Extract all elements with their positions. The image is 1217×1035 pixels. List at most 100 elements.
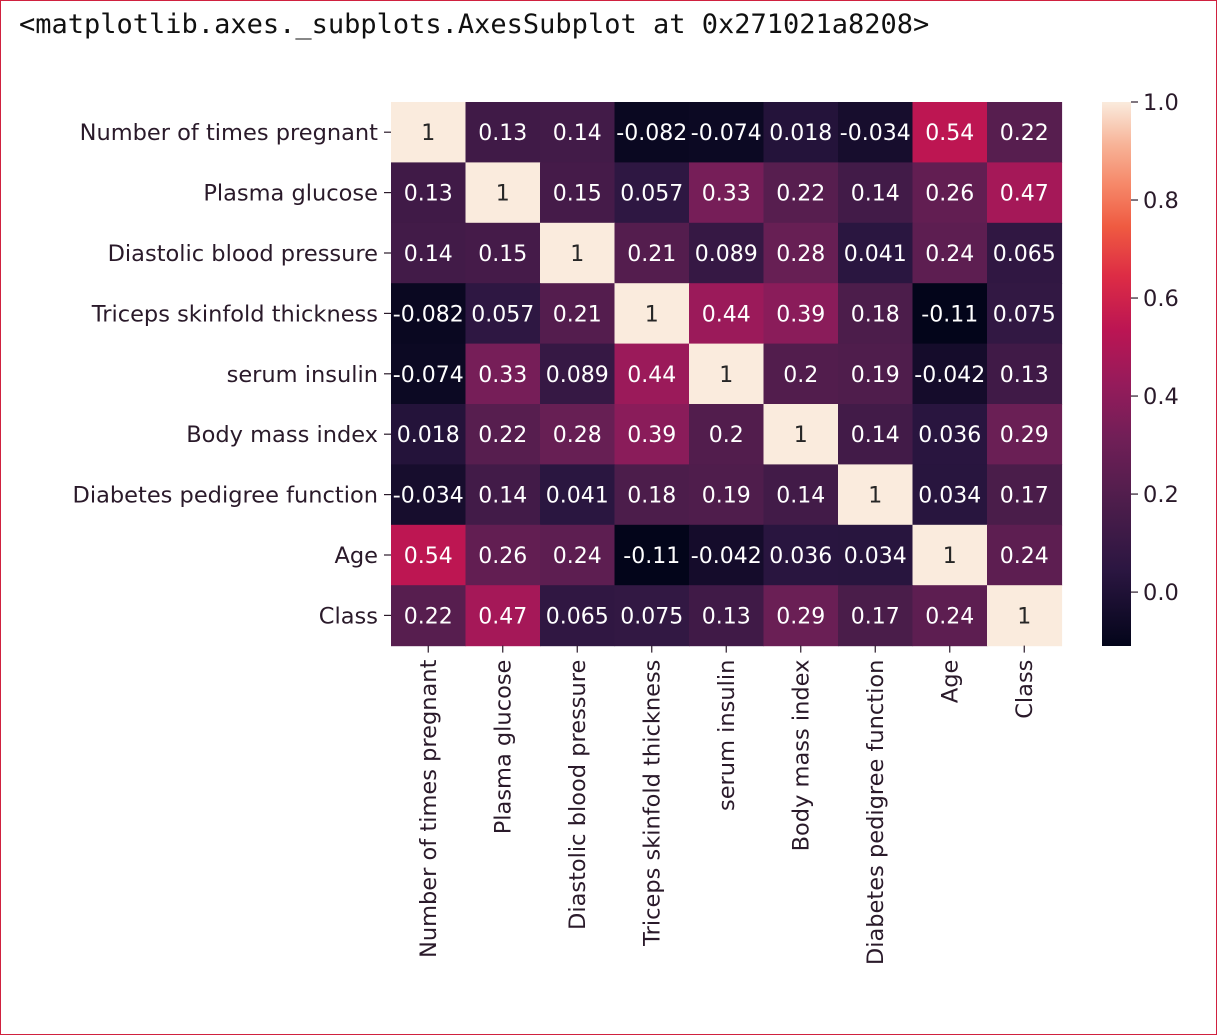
output-repr-text: <matplotlib.axes._subplots.AxesSubplot a… [19, 9, 930, 40]
cell-annotation: 0.13 [404, 182, 453, 207]
heatmap-cell [838, 162, 914, 224]
y-tick-label: Diastolic blood pressure [108, 241, 378, 267]
heatmap-cell [540, 524, 616, 586]
heatmap-cell [689, 283, 765, 345]
heatmap-cell [614, 283, 690, 345]
heatmap-cell [689, 222, 765, 284]
heatmap-cell [465, 102, 541, 163]
heatmap-cell [391, 585, 467, 647]
heatmap-cell [689, 162, 765, 224]
heatmap-cell [391, 283, 467, 345]
cell-annotation: 0.28 [553, 423, 602, 448]
heatmap-cell [391, 222, 467, 284]
cell-annotation: 0.24 [925, 604, 974, 629]
cell-annotation: 0.036 [769, 544, 832, 569]
heatmap-cell [838, 102, 914, 163]
cell-annotation: 0.28 [776, 242, 825, 267]
cell-annotation: 0.2 [783, 363, 818, 388]
heatmap-cell [391, 524, 467, 586]
heatmap-cell [987, 162, 1063, 224]
cell-annotation: 0.14 [851, 182, 900, 207]
colorbar-tick-label: 0.8 [1143, 188, 1179, 214]
heatmap-cell [391, 102, 467, 163]
heatmap-cell [912, 343, 988, 405]
heatmap-cell [987, 222, 1063, 284]
cell-annotation: 0.057 [620, 182, 683, 207]
heatmap-cell [540, 343, 616, 405]
cell-annotation: 0.33 [702, 182, 751, 207]
cell-annotation: 0.22 [478, 423, 527, 448]
cell-annotation: 0.14 [851, 423, 900, 448]
cell-annotation: -0.074 [393, 363, 464, 388]
heatmap-cell [763, 102, 839, 163]
heatmap-cell [763, 404, 839, 465]
cell-annotation: 0.13 [478, 121, 527, 146]
heatmap-cell [987, 102, 1063, 163]
heatmap-cell [987, 585, 1063, 647]
x-tick-label: Plasma glucose [491, 660, 517, 835]
heatmap-cell [987, 524, 1063, 586]
cell-annotation: 0.29 [1000, 423, 1049, 448]
cell-annotation: 0.041 [546, 484, 609, 509]
heatmap-cell [391, 404, 467, 465]
y-tick-label: Age [334, 543, 378, 569]
cell-annotation: 0.22 [1000, 121, 1049, 146]
cell-annotation: 0.22 [404, 604, 453, 629]
x-tick-label: Diastolic blood pressure [565, 660, 591, 930]
heatmap-cell [465, 222, 541, 284]
cell-annotation: -0.034 [840, 121, 911, 146]
x-tick-label: Number of times pregnant [416, 659, 442, 958]
heatmap-cell [465, 283, 541, 345]
cell-annotation: 0.13 [702, 604, 751, 629]
heatmap-cell [465, 524, 541, 586]
heatmap-cell [614, 585, 690, 647]
cell-annotation: 0.075 [620, 604, 683, 629]
heatmap-cell [912, 222, 988, 284]
heatmap-cell [689, 464, 765, 526]
cell-annotation: 0.15 [478, 242, 527, 267]
cell-annotation: 0.21 [553, 302, 602, 327]
heatmap-cell [912, 283, 988, 345]
heatmap-cell [838, 404, 914, 465]
y-tick-label: Triceps skinfold thickness [91, 301, 378, 327]
cell-annotation: 1 [645, 302, 659, 327]
cell-annotation: -0.11 [623, 544, 680, 569]
cell-annotation: 0.065 [993, 242, 1056, 267]
cell-annotation: 0.13 [1000, 363, 1049, 388]
cell-annotation: 0.39 [776, 302, 825, 327]
y-tick-label: Body mass index [186, 422, 378, 448]
colorbar: 1.0 0.8 0.6 0.4 0.2 0.0 [1102, 90, 1179, 646]
heatmap-cell [465, 162, 541, 224]
heatmap-cell [912, 585, 988, 647]
heatmap-cell [391, 343, 467, 405]
heatmap-cell [987, 404, 1063, 465]
heatmap-cell [465, 404, 541, 465]
heatmap-cell [912, 404, 988, 465]
y-tick-label: Diabetes pedigree function [73, 483, 378, 509]
cell-annotation: -0.11 [921, 302, 978, 327]
heatmap-cell [391, 162, 467, 224]
heatmap-cell [763, 464, 839, 526]
heatmap-cell [540, 585, 616, 647]
heatmap-cell [689, 102, 765, 163]
cell-annotation: 1 [719, 363, 733, 388]
cell-annotation: 0.47 [1000, 182, 1049, 207]
cell-annotation: 0.14 [776, 484, 825, 509]
x-tick-label: Diabetes pedigree function [863, 660, 889, 965]
heatmap-cell [763, 585, 839, 647]
heatmap-cell [465, 464, 541, 526]
cell-annotation: 0.2 [709, 423, 744, 448]
cell-annotation: 1 [1017, 604, 1031, 629]
x-tick-label: Class [1012, 660, 1038, 719]
heatmap-cell [465, 585, 541, 647]
x-tick-label: serum insulin [714, 660, 740, 811]
cell-annotation: 1 [570, 242, 584, 267]
heatmap-cell [838, 524, 914, 586]
heatmap-cell [763, 343, 839, 405]
cell-annotation: 0.54 [404, 544, 453, 569]
cell-annotation: 0.018 [397, 423, 460, 448]
heatmap-cell [391, 464, 467, 526]
x-tick-label: Triceps skinfold thickness [640, 660, 666, 947]
heatmap-cell [614, 102, 690, 163]
cell-annotation: 0.26 [925, 182, 974, 207]
